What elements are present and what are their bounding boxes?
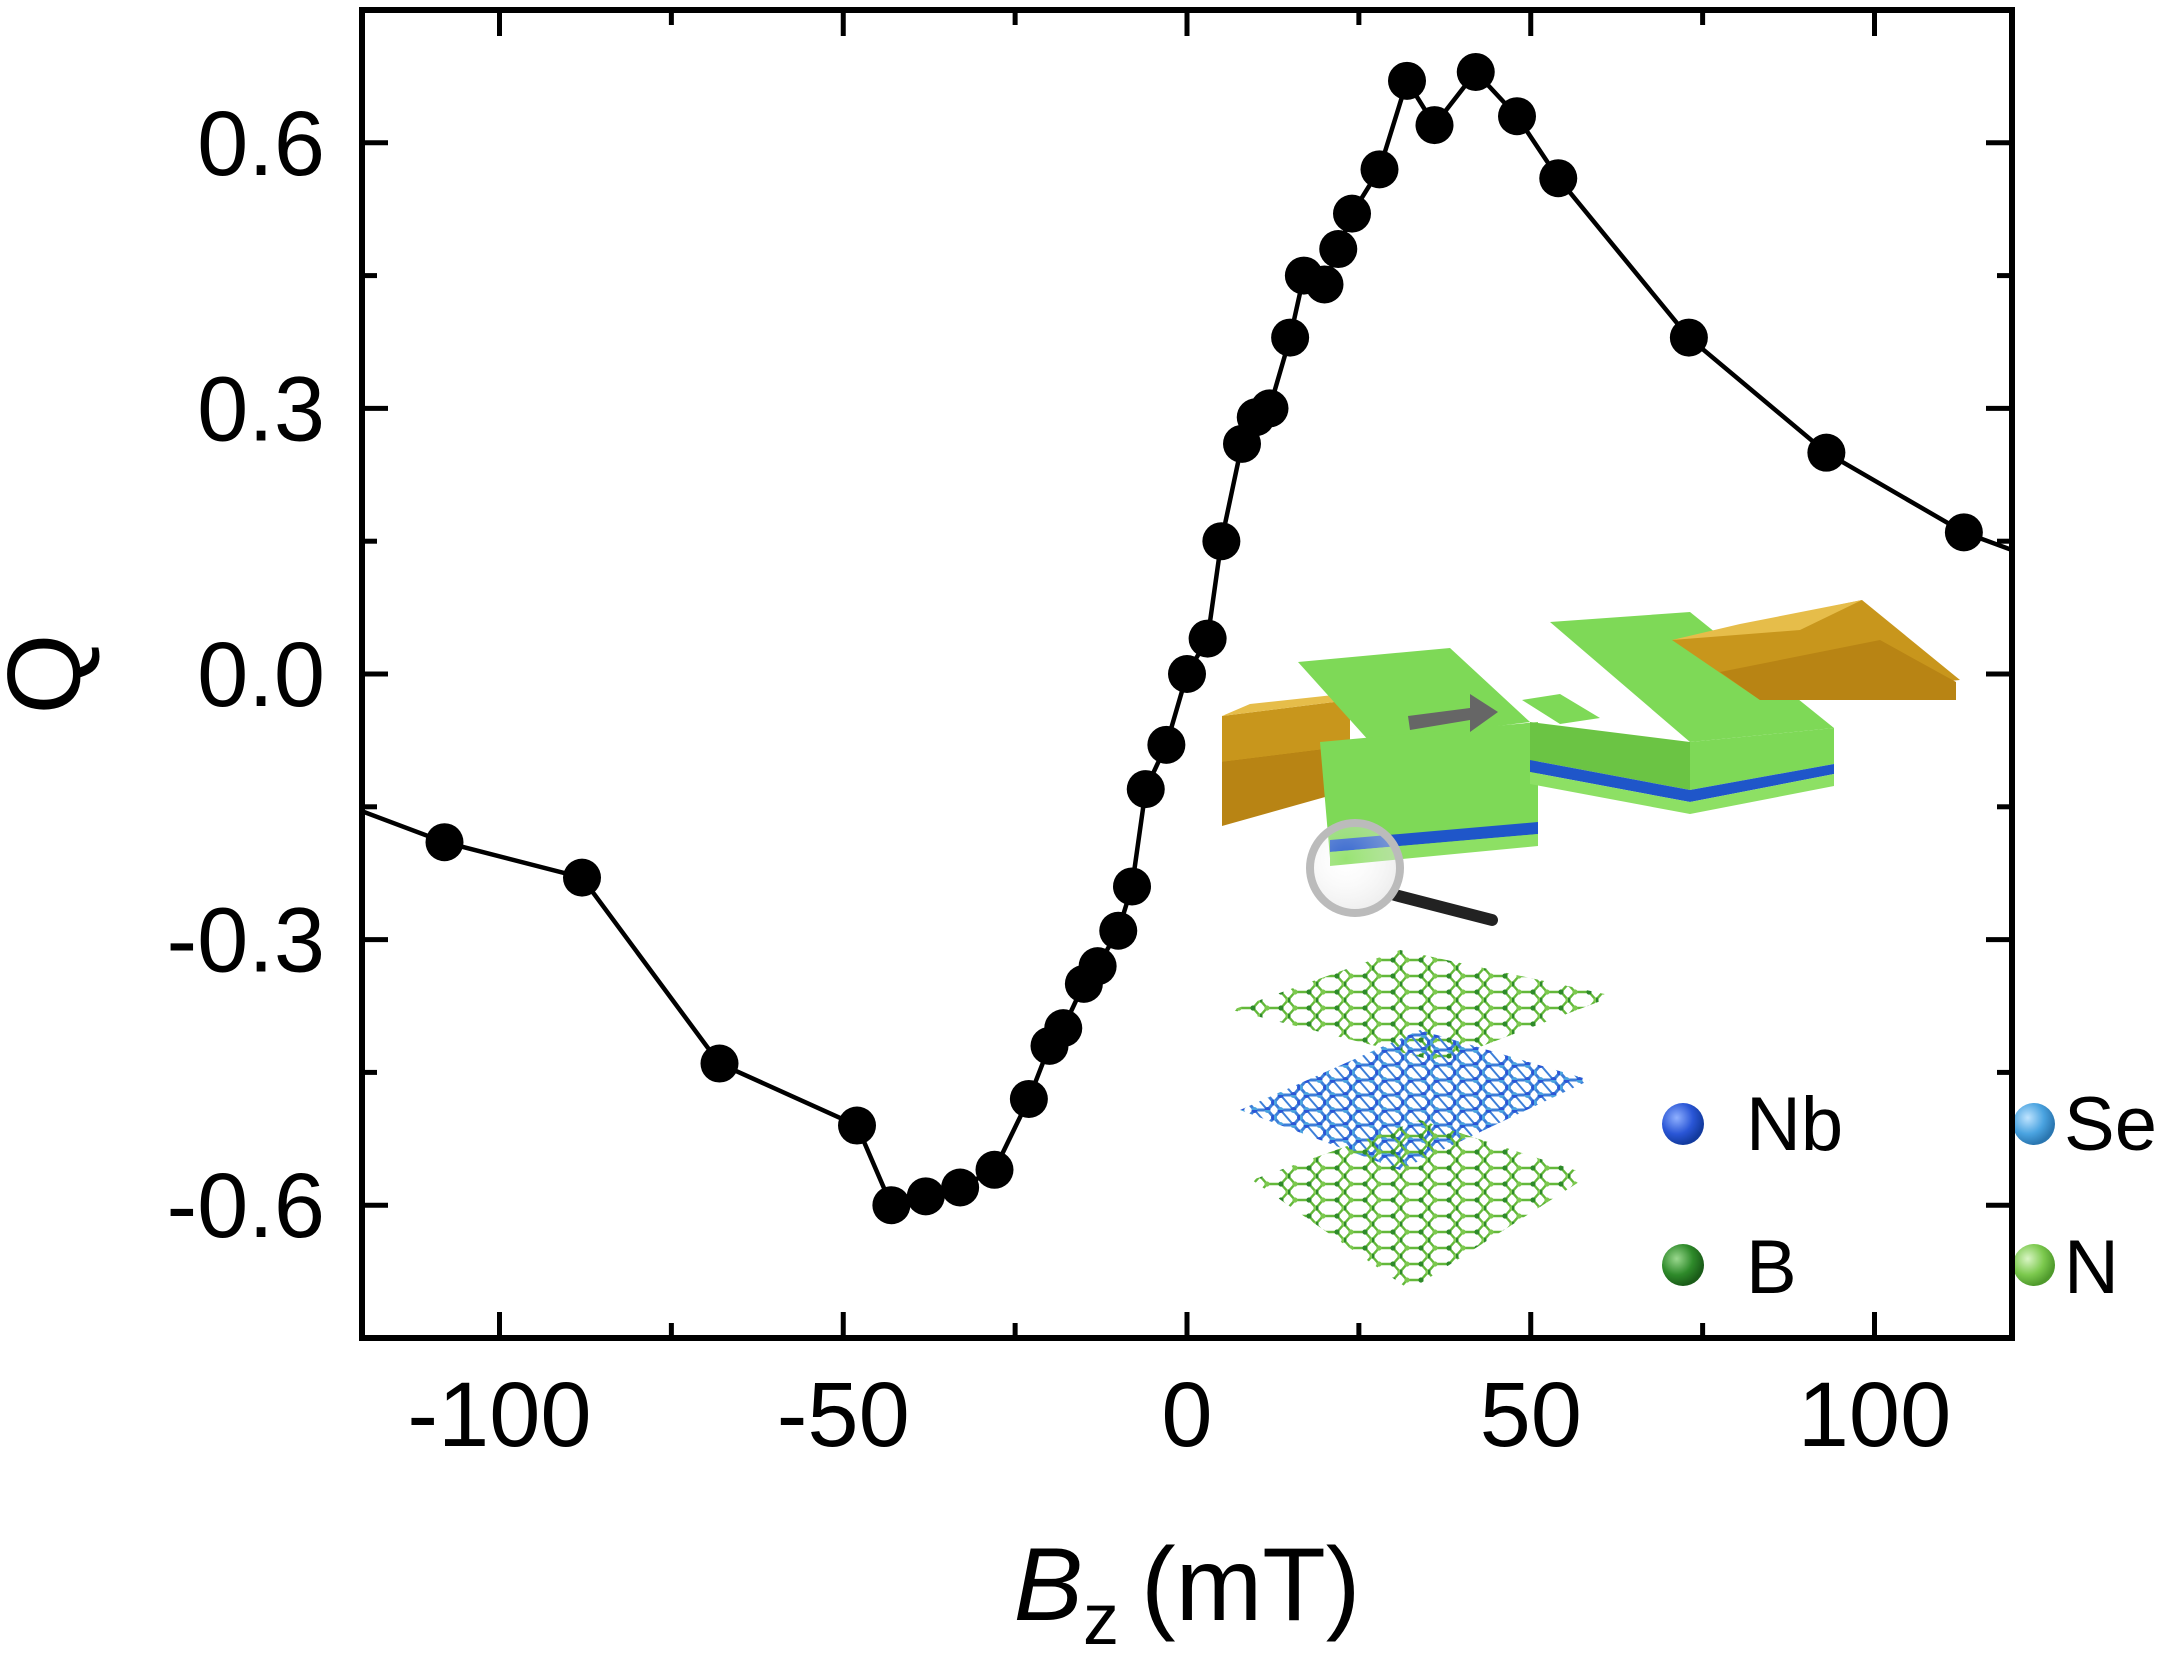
plot-frame [359, 7, 2015, 1341]
x-axis-title: Bz (mT) [1014, 1527, 1361, 1660]
data-point [1807, 433, 1846, 472]
data-point [1360, 150, 1399, 189]
se-atom-icon [2013, 1103, 2055, 1145]
data-point [1188, 619, 1227, 658]
data-point [1044, 1009, 1083, 1048]
n-atom-icon [2013, 1244, 2055, 1286]
y-tick-label: 0.3 [197, 358, 325, 460]
y-tick-label: -0.3 [166, 890, 325, 992]
y-axis-title: Q [0, 634, 103, 715]
data-point [1498, 97, 1536, 136]
data-point [1147, 725, 1186, 764]
data-point [1078, 947, 1117, 986]
data-point [1333, 194, 1371, 233]
data-point [1669, 318, 1708, 357]
x-tick-label: 0 [1161, 1364, 1212, 1466]
data-point [1250, 389, 1289, 428]
lattice-inset [1232, 950, 1614, 1290]
data-point [563, 858, 601, 897]
legend-item-se: Se [2013, 1082, 2157, 1167]
data-point [872, 1186, 911, 1225]
x-tick-label: -100 [407, 1364, 591, 1466]
x-axis-title-unit: (mT) [1141, 1527, 1360, 1643]
x-tick-label: 50 [1480, 1364, 1582, 1466]
data-point [1168, 655, 1206, 693]
series-markers [425, 52, 1983, 1225]
data-point [1113, 867, 1151, 906]
data-point [975, 1150, 1014, 1189]
b-atom-icon [1662, 1244, 1704, 1286]
data-point [1099, 911, 1138, 950]
y-ticks: -0.6 -0.3 0.0 0.3 0.6 [166, 7, 2012, 1341]
data-point [1126, 770, 1165, 809]
data-point [1271, 318, 1310, 357]
legend: Nb Se B N [1662, 1082, 2157, 1310]
data-point [1944, 513, 1983, 552]
data-point [941, 1168, 980, 1207]
data-point [1319, 230, 1358, 269]
data-point [1009, 1079, 1048, 1118]
x-tick-label: 100 [1798, 1364, 1952, 1466]
legend-label-b: B [1746, 1225, 1797, 1310]
legend-item-nb: Nb [1662, 1082, 1843, 1167]
legend-label-se: Se [2064, 1082, 2157, 1167]
data-point [1415, 106, 1454, 145]
data-point [425, 823, 464, 862]
legend-item-n: N [2013, 1225, 2119, 1310]
y-tick-label: -0.6 [166, 1155, 325, 1257]
x-ticks: -100 -50 0 50 100 [407, 10, 1951, 1466]
legend-label-nb: Nb [1746, 1082, 1843, 1167]
data-point [1202, 522, 1241, 561]
legend-label-n: N [2064, 1225, 2119, 1310]
data-point [700, 1044, 739, 1083]
data-point [1388, 61, 1426, 100]
y-tick-label: 0.0 [197, 624, 325, 726]
x-axis-title-sub: z [1083, 1580, 1119, 1660]
legend-item-b: B [1662, 1225, 1797, 1310]
x-tick-label: -50 [777, 1364, 910, 1466]
data-point [906, 1177, 945, 1216]
x-axis-title-var: B [1014, 1527, 1083, 1643]
data-point [1305, 265, 1344, 304]
data-point [838, 1106, 876, 1145]
data-point [1456, 52, 1495, 91]
data-point [1539, 159, 1578, 198]
y-tick-label: 0.6 [197, 93, 325, 195]
nb-atom-icon [1662, 1103, 1704, 1145]
device-schematic-inset [1222, 600, 1960, 926]
